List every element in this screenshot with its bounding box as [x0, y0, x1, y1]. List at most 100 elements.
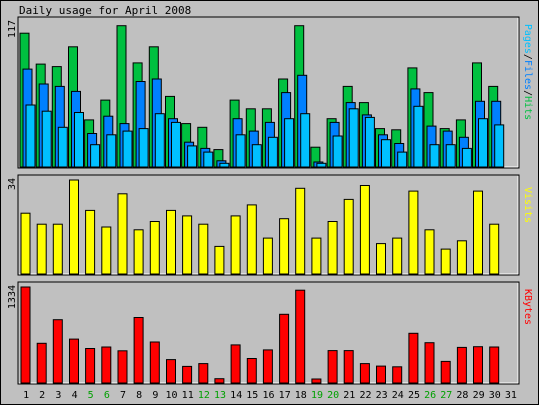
tick-label-day-27: 27	[440, 390, 452, 401]
bar-pages-day-24	[397, 151, 408, 168]
bar-visits-day-8	[133, 229, 144, 275]
bar-visits-day-29	[473, 190, 483, 275]
tick-label-day-13: 13	[214, 390, 226, 401]
bar-kbytes-day-3	[52, 319, 63, 384]
bar-kbytes-day-4	[69, 338, 79, 384]
legend-top-panel: Pages/Files/Hits	[522, 24, 533, 120]
bar-visits-day-10	[166, 209, 176, 275]
bar-kbytes-day-6	[101, 346, 112, 384]
bar-kbytes-day-15	[246, 358, 257, 384]
panel-top-max-label: 117	[7, 20, 18, 38]
tick-label-day-2: 2	[39, 390, 45, 401]
bar-visits-day-21	[343, 198, 354, 275]
tick-label-day-14: 14	[230, 390, 242, 401]
bar-kbytes-day-14	[230, 344, 241, 384]
bar-pages-day-5	[90, 144, 101, 168]
bar-visits-day-24	[392, 237, 403, 275]
bar-kbytes-day-29	[473, 346, 483, 384]
bar-kbytes-day-22	[359, 363, 370, 384]
bar-pages-day-23	[381, 139, 391, 168]
bar-visits-day-17	[279, 218, 290, 275]
bar-kbytes-day-16	[262, 349, 273, 384]
bar-kbytes-day-8	[133, 317, 144, 384]
bar-visits-day-2	[36, 223, 47, 275]
bar-pages-day-4	[74, 112, 84, 168]
legend-middle-panel: Visits	[522, 187, 533, 223]
tick-label-day-15: 15	[246, 390, 258, 401]
bar-visits-day-18	[295, 187, 306, 275]
bar-pages-day-7	[122, 130, 133, 168]
bar-pages-day-28	[461, 147, 472, 168]
bar-pages-day-30	[494, 124, 505, 168]
tick-label-day-4: 4	[72, 390, 78, 401]
bar-kbytes-day-19	[311, 378, 322, 384]
tick-label-day-3: 3	[55, 390, 61, 401]
bar-kbytes-day-26	[424, 342, 435, 384]
bar-kbytes-day-13	[214, 378, 225, 384]
tick-label-day-21: 21	[343, 390, 355, 401]
bar-kbytes-day-11	[182, 365, 193, 384]
bar-pages-day-15	[251, 144, 262, 168]
bar-pages-day-16	[267, 136, 278, 168]
bar-pages-day-12	[203, 151, 214, 168]
bar-kbytes-day-10	[166, 359, 176, 384]
bar-visits-day-30	[489, 223, 500, 275]
bar-kbytes-day-5	[85, 348, 96, 384]
bar-pages-day-9	[154, 113, 165, 168]
tick-label-day-28: 28	[456, 390, 468, 401]
bar-pages-day-14	[235, 134, 246, 168]
bar-visits-day-9	[149, 221, 160, 275]
tick-label-day-22: 22	[359, 390, 371, 401]
tick-label-day-29: 29	[473, 390, 485, 401]
tick-label-day-1: 1	[23, 390, 29, 401]
tick-label-day-5: 5	[88, 390, 94, 401]
bar-pages-day-19	[316, 162, 327, 168]
tick-label-day-20: 20	[327, 390, 339, 401]
legend-separator: /	[522, 90, 533, 96]
bar-visits-day-23	[376, 243, 386, 275]
tick-label-day-25: 25	[408, 390, 420, 401]
bar-kbytes-day-1	[20, 286, 31, 384]
tick-label-day-26: 26	[424, 390, 436, 401]
legend-kbytes: KBytes	[522, 289, 533, 325]
bar-visits-day-14	[230, 215, 241, 275]
bar-kbytes-day-18	[295, 289, 306, 384]
bar-pages-day-29	[478, 118, 488, 168]
bar-visits-day-5	[85, 209, 96, 275]
bar-pages-day-20	[332, 135, 343, 168]
panel-middle-max-label: 34	[7, 178, 18, 190]
tick-label-day-24: 24	[392, 390, 404, 401]
bar-visits-day-16	[262, 237, 273, 275]
legend-bottom-panel: KBytes	[522, 289, 533, 325]
tick-label-day-12: 12	[198, 390, 210, 401]
tick-label-day-23: 23	[376, 390, 388, 401]
legend-separator: /	[522, 54, 533, 60]
tick-label-day-17: 17	[279, 390, 291, 401]
bar-kbytes-day-2	[36, 342, 47, 384]
bar-pages-day-8	[138, 128, 149, 168]
bar-kbytes-day-25	[408, 332, 419, 384]
bar-pages-day-25	[413, 105, 424, 168]
bar-visits-day-13	[214, 245, 225, 275]
tick-label-day-19: 19	[311, 390, 323, 401]
bar-visits-day-4	[69, 179, 79, 275]
chart-title: Daily usage for April 2008	[19, 4, 191, 17]
bar-visits-day-28	[456, 240, 467, 275]
bar-visits-day-26	[424, 229, 435, 275]
tick-label-day-9: 9	[152, 390, 158, 401]
bar-pages-day-21	[348, 108, 359, 168]
tick-label-day-16: 16	[262, 390, 274, 401]
bar-visits-day-3	[52, 223, 63, 275]
bar-pages-day-22	[364, 116, 375, 168]
legend-visits: Visits	[522, 187, 533, 223]
bar-kbytes-day-28	[456, 346, 467, 384]
legend-hits: Hits	[522, 96, 533, 120]
bar-visits-day-6	[101, 226, 112, 275]
bar-kbytes-day-7	[117, 350, 128, 384]
bar-pages-day-27	[445, 144, 456, 168]
bar-pages-day-18	[300, 113, 311, 168]
bar-pages-day-1	[25, 104, 36, 168]
bar-visits-day-27	[440, 248, 451, 275]
bar-kbytes-day-20	[327, 350, 338, 384]
